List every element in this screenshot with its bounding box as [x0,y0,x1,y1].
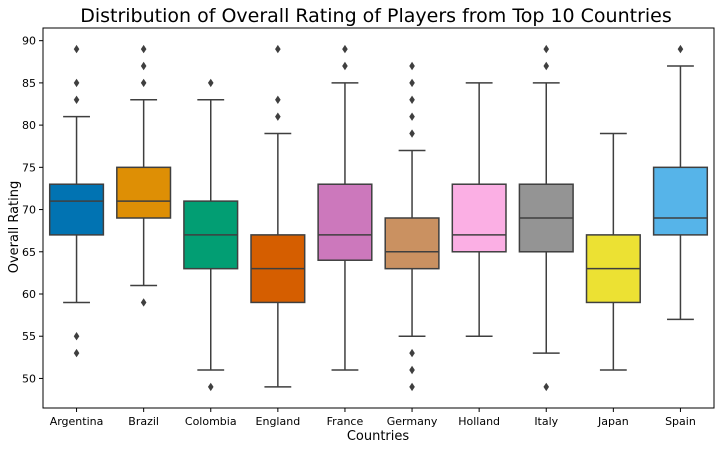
x-axis-label: Countries [347,429,410,444]
box-argentina [48,183,105,236]
outlier-point [409,129,415,138]
x-tick-label: Argentina [50,415,104,428]
y-tick-label: 85 [22,77,36,90]
outlier-point [342,61,348,71]
outlier-point [207,382,214,392]
plot-area: 50 55 60 65 70 75 80 85 90 Argentina Brazil Colombi… [22,27,715,428]
x-tick-label: Holland [458,415,500,428]
y-tick-label: 70 [22,204,36,217]
x-tick-label: Italy [534,415,558,428]
outlier-point [409,112,415,121]
outlier-point [543,382,550,392]
y-tick-label: 75 [22,161,36,174]
x-tick-label: Japan [597,415,629,428]
outlier-point [73,95,80,104]
outlier-point [677,44,684,54]
outlier-point [207,78,214,88]
box-germany [384,217,440,270]
outlier-point [73,348,80,358]
y-tick-label: 60 [22,288,36,301]
x-tick-label: Brazil [128,415,159,428]
outlier-point [73,332,80,341]
outlier-point [275,112,281,121]
chart-title: Distribution of Overall Rating of Player… [80,5,672,27]
outlier-point [409,95,415,104]
box-france [317,183,373,261]
outlier-point [409,365,415,375]
box-brazil [116,166,172,219]
outlier-point [73,44,80,54]
outlier-point [140,78,147,88]
outlier-point [73,78,80,88]
x-tick-label: Spain [665,415,696,428]
outlier-point [409,78,415,88]
y-tick-label: 50 [22,372,36,385]
y-tick-label: 55 [22,330,36,343]
outlier-point [140,61,147,71]
box-holland [451,183,507,253]
x-tick-label: England [256,415,301,428]
outlier-point [342,44,348,54]
outlier-point [409,348,415,358]
y-tick-label: 80 [22,119,36,132]
outlier-point [543,44,550,54]
outlier-point [409,61,415,71]
x-tick-label: Germany [387,415,438,428]
outlier-point [140,44,147,54]
x-tick-label: Colombia [185,415,237,428]
y-tick-label: 65 [22,246,36,259]
outlier-point [275,44,281,54]
plot-frame [42,27,715,409]
y-tick-label: 90 [22,35,36,48]
outlier-point [409,382,415,392]
outlier-point [275,95,281,104]
outlier-point [543,61,550,71]
box-spain [652,166,709,236]
outlier-point [140,298,147,307]
y-axis-label: Overall Rating [7,181,22,274]
x-tick-label: France [327,415,364,428]
